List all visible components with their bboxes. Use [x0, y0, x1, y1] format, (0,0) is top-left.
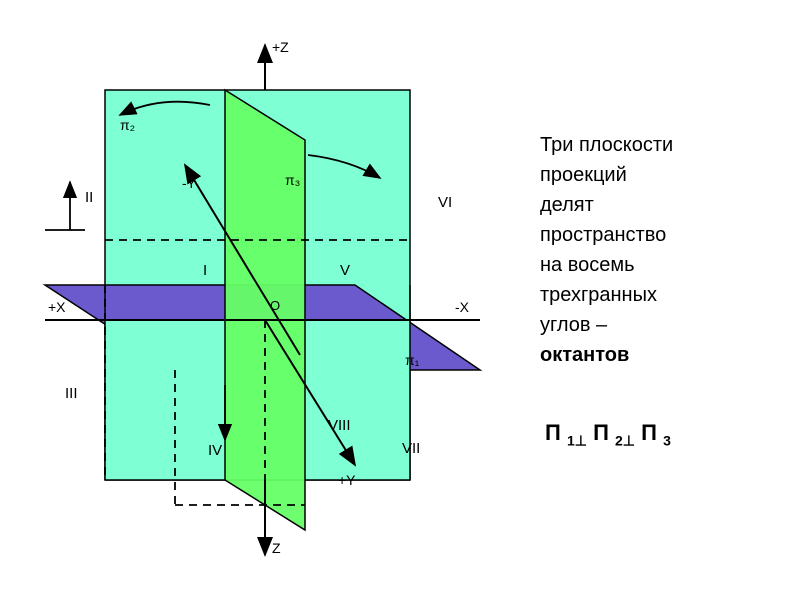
text-line-4: пространство	[540, 224, 666, 246]
label-minus-x: -X	[455, 299, 470, 315]
text-line-2: проекций	[540, 164, 627, 186]
label-minus-y: -Y	[182, 175, 197, 191]
formula-sub3: 3	[663, 432, 671, 448]
label-pi2: π₂	[120, 117, 135, 133]
label-pi3: π₃	[285, 172, 300, 188]
projection-diagram: +Z Z -Y +Y +X -X O π₂ π₃ π₁	[10, 10, 510, 570]
octant-II: II	[85, 189, 93, 206]
text-line-7: углов –	[540, 314, 607, 336]
label-plus-x: +X	[48, 299, 66, 315]
label-plus-y: +Y	[338, 472, 356, 488]
text-line-1: Три плоскости	[540, 134, 673, 156]
label-plus-z: +Z	[272, 39, 289, 55]
text-line-3: делят	[540, 194, 594, 216]
octant-III: III	[65, 385, 78, 402]
octant-VIII: VIII	[328, 417, 351, 434]
formula-p3: П	[641, 420, 657, 445]
label-origin: O	[270, 298, 280, 313]
text-bold: октантов	[540, 344, 629, 366]
octant-VI: VI	[438, 194, 452, 211]
formula-perp2: ⊥	[623, 432, 635, 448]
formula-p1: П	[545, 420, 561, 445]
formula: П 1⊥ П 2⊥ П 3	[545, 420, 671, 449]
description-text: Три плоскости проекций делят пространств…	[540, 130, 780, 370]
formula-p2: П	[593, 420, 609, 445]
text-line-5: на восемь	[540, 254, 635, 276]
label-pi1: π₁	[405, 352, 420, 368]
text-line-6: трехгранных	[540, 284, 657, 306]
formula-sub2: 2	[615, 432, 623, 448]
formula-sub1: 1	[567, 432, 575, 448]
formula-perp1: ⊥	[575, 432, 587, 448]
octant-IV: IV	[208, 442, 222, 459]
octant-I: I	[203, 262, 207, 279]
label-minus-z: Z	[272, 540, 281, 556]
octant-VII: VII	[402, 440, 420, 457]
page-container: +Z Z -Y +Y +X -X O π₂ π₃ π₁	[0, 0, 800, 600]
octant-V: V	[340, 262, 350, 279]
